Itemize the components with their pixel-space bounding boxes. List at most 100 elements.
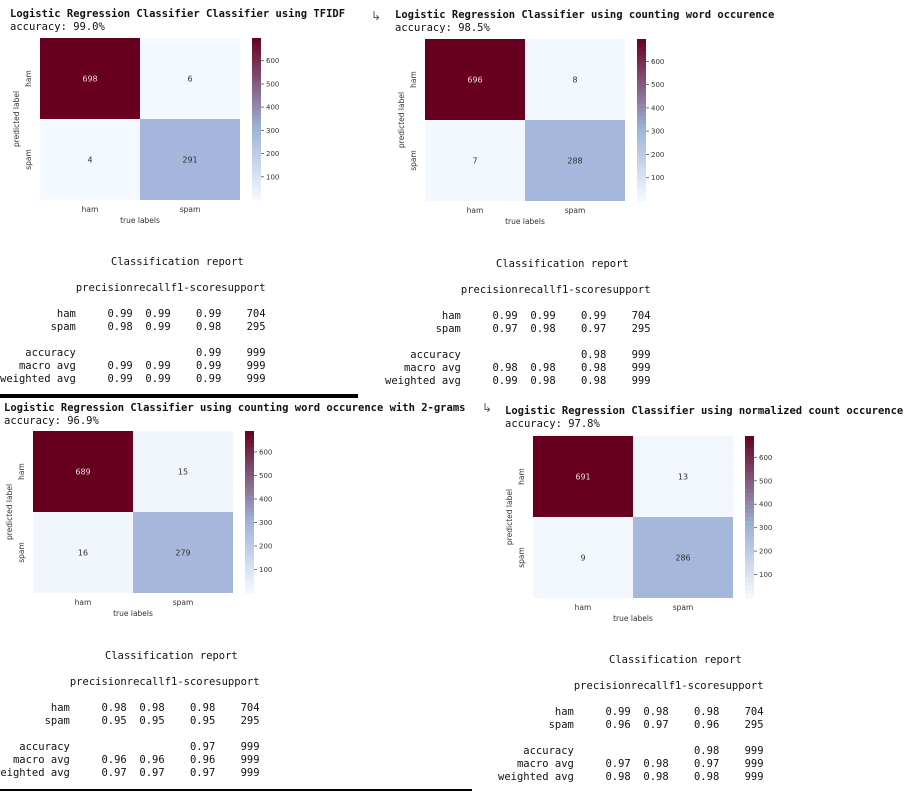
colorbar-tick-label: 600 [759,454,772,462]
report-row: macro avg 0.99 0.99 0.99 999 [0,360,266,373]
heatmap-cell [40,38,140,119]
report-cell: weighted avg [385,375,461,387]
colorbar-segment [745,521,754,526]
colorbar-segment [637,184,646,190]
colorbar-tick-label: 200 [266,150,279,158]
colorbar-segment [245,455,254,460]
report-cell: ham [554,706,574,718]
report-cell: 0.98 [693,706,720,718]
colorbar-segment [637,107,646,113]
report-cell: 0.98 [101,702,127,714]
report-spacer [0,728,260,741]
colorbar-segment [252,94,261,100]
confusion-matrix-chart: 696 8 7 288 ham spam ham spam true labels predict… [397,39,664,226]
colorbar-segment [745,488,754,494]
report-spacer [0,295,266,308]
cell-value-label: 279 [175,549,190,558]
report-cell: 0.99 [107,360,133,372]
colorbar-segment [245,499,254,505]
colorbar-segment [637,148,646,153]
colorbar-segment [637,156,646,161]
colorbar-segment [245,584,254,590]
colorbar-segment [245,443,254,448]
colorbar-segment [252,123,261,128]
heatmap-cell [33,431,133,512]
colorbar-segment [252,86,261,92]
report-header-cell: support [215,676,260,688]
report-cell: 0.97 [693,758,720,770]
colorbar-segment [745,492,754,498]
colorbar-segment [745,565,754,571]
y-axis-label: predicted label [505,489,514,545]
colorbar-segment [637,39,646,44]
colorbar-segment [245,580,254,586]
colorbar-segment [245,447,254,452]
report-table: precision recall f1-score support ham 0.99 0.9… [385,284,651,388]
report-cell: 704 [744,706,764,718]
colorbar-segment [252,147,261,152]
colorbar-tick-label: 100 [259,566,272,574]
report-cell: 704 [631,310,651,322]
colorbar-segment [252,46,261,51]
report-cell: 0.98 [530,362,556,374]
report-cell: 0.99 [492,375,518,387]
cell-value-label: 4 [87,156,92,165]
colorbar-segment [637,59,646,64]
x-tick-label: ham [75,598,92,607]
report-header-cell: precision [460,284,518,296]
cell-value-label: 288 [567,157,582,166]
report-header-cell: f1-score [164,676,216,688]
colorbar-segment [745,476,754,482]
colorbar-tick-label: 200 [651,151,664,159]
output-arrow-icon[interactable]: ↳ [482,401,493,415]
report-row: spam 0.98 0.99 0.98 295 [0,321,266,334]
accuracy-text: accuracy: 97.8% [505,418,600,430]
report-row: weighted avg 0.98 0.98 0.98 999 [498,771,764,784]
colorbar-segment [745,557,754,563]
report-cell: 0.98 [605,771,631,783]
colorbar-segment [637,132,646,137]
heatmap-cell [633,436,733,517]
colorbar-segment [245,588,254,594]
report-cell: spam [548,719,574,731]
colorbar-segment [637,168,646,174]
colorbar-segment [252,54,261,59]
output-divider [0,789,472,791]
report-cell: 0.99 [195,347,222,359]
colorbar-segment [245,475,254,481]
report-cell: 0.99 [195,308,222,320]
report-cell [133,347,171,360]
colorbar-segment [745,549,754,554]
report-row: spam 0.97 0.98 0.97 295 [385,323,651,336]
report-cell: 0.97 [492,323,518,335]
colorbar-segment [637,160,646,166]
report-row: weighted avg 0.99 0.99 0.99 999 [0,373,266,386]
report-header-cell: precision [573,680,631,692]
colorbar-segment [745,561,754,567]
x-tick-label: spam [673,603,694,612]
report-cell: 0.98 [492,362,518,374]
colorbar-segment [252,70,261,75]
report-spacer [385,336,651,349]
colorbar-segment [245,439,254,444]
colorbar-segment [252,155,261,160]
colorbar-segment [252,179,261,185]
report-cell: 999 [240,754,260,766]
report-cell: 0.98 [107,321,133,333]
y-tick-label: ham [409,71,418,88]
colorbar-segment [245,548,254,553]
report-cell: 0.98 [580,362,607,374]
cell-value-label: 15 [178,468,188,477]
report-table: precision recall f1-score support ham 0.99 0.9… [498,680,764,784]
report-heading: Classification report [496,258,629,270]
report-table: precision recall f1-score support ham 0.99 0.9… [0,282,266,386]
colorbar-segment [745,496,754,502]
cell-value-label: 16 [78,549,88,558]
colorbar-segment [745,577,754,583]
report-row: weighted avg 0.99 0.98 0.98 999 [385,375,651,388]
colorbar-segment [252,90,261,96]
output-arrow-icon[interactable]: ↳ [371,9,382,23]
colorbar-segment [252,163,261,169]
report-header-cell [0,282,76,295]
report-cell: 0.98 [530,375,556,387]
